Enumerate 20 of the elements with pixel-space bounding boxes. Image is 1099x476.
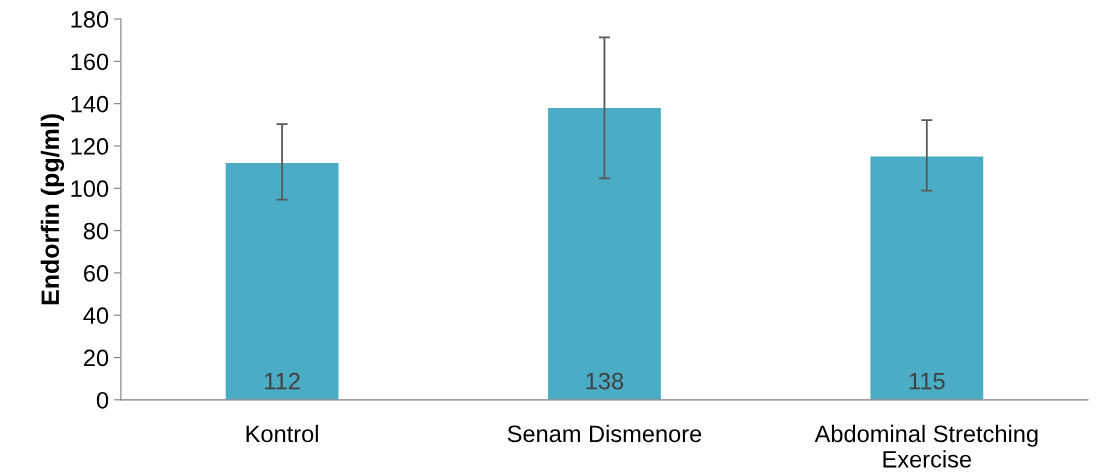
y-tick-label: 0 bbox=[96, 391, 109, 409]
y-tick-label: 140 bbox=[71, 95, 109, 113]
data-label: 138 bbox=[586, 372, 624, 390]
x-tick-label: Abdominal Stretching Exercise bbox=[814, 424, 1038, 468]
bar bbox=[548, 107, 661, 400]
y-tick-label: 60 bbox=[84, 264, 109, 282]
y-tick-label: 20 bbox=[84, 349, 109, 367]
y-tick-label: 160 bbox=[71, 53, 109, 71]
bar bbox=[870, 156, 984, 400]
y-tick-label: 120 bbox=[71, 138, 109, 155]
y-tick-label: 40 bbox=[83, 307, 109, 325]
x-tick-label: Kontrol bbox=[246, 424, 318, 443]
data-label: 115 bbox=[909, 372, 945, 390]
y-tick-label: 100 bbox=[71, 180, 109, 198]
y-tick-label: 80 bbox=[83, 222, 109, 240]
bar bbox=[225, 162, 339, 400]
x-tick-label: Senam Dismenore bbox=[507, 424, 702, 443]
data-label: 112 bbox=[265, 372, 300, 390]
y-tick-label: 180 bbox=[71, 11, 109, 28]
y-axis-title: Endorfin (pg/ml) bbox=[40, 114, 65, 305]
